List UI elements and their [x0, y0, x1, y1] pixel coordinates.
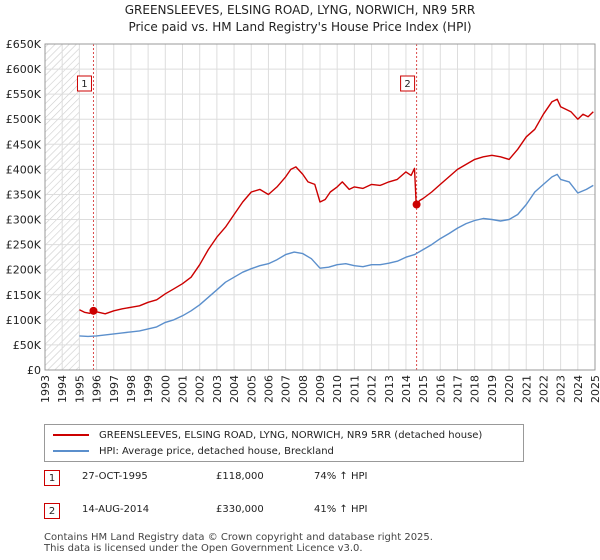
- y-tick-label: £550K: [6, 88, 42, 101]
- transaction-price: £118,000: [216, 471, 264, 482]
- x-tick-label: 2007: [280, 375, 293, 403]
- x-tick-label: 2010: [331, 375, 344, 403]
- chart-title-line-2: Price paid vs. HM Land Registry's House …: [128, 20, 472, 34]
- x-tick-label: 2008: [297, 375, 310, 403]
- x-tick-label: 1997: [108, 375, 121, 403]
- x-tick-label: 2023: [555, 375, 568, 403]
- transaction-marker-2: 2: [44, 503, 60, 519]
- legend-label-hpi: HPI: Average price, detached house, Brec…: [99, 446, 334, 457]
- footer: Contains HM Land Registry data © Crown c…: [44, 532, 433, 554]
- y-tick-label: £400K: [6, 163, 42, 176]
- x-tick-label: 2005: [245, 375, 258, 403]
- x-tick-label: 2013: [383, 375, 396, 403]
- x-tick-label: 2003: [211, 375, 224, 403]
- annotation-label-1: 1: [81, 79, 87, 90]
- x-tick-label: 1999: [142, 375, 155, 403]
- hpi-line: [79, 173, 594, 338]
- chart-title-line-1: GREENSLEEVES, ELSING ROAD, LYNG, NORWICH…: [124, 3, 476, 17]
- transaction-date: 27-OCT-1995: [82, 471, 148, 482]
- footer-licence: This data is licensed under the Open Gov…: [44, 543, 363, 554]
- transaction-marker-1: 1: [44, 470, 60, 486]
- y-tick-label: £450K: [6, 138, 42, 151]
- y-tick-label: £50K: [13, 339, 42, 352]
- x-tick-label: 2014: [400, 375, 413, 403]
- x-tick-label: 2001: [177, 375, 190, 403]
- x-tick-label: 2025: [589, 375, 600, 403]
- transaction-hpi-change: 74% ↑ HPI: [314, 471, 368, 482]
- y-tick-label: £100K: [6, 314, 42, 327]
- x-tick-label: 2019: [486, 375, 499, 403]
- table-row: 1 27-OCT-1995 £118,000 74% ↑ HPI: [44, 470, 464, 490]
- x-tick-label: 2002: [194, 375, 207, 403]
- annotation-box-1: [76, 75, 92, 92]
- x-tick-label: 1993: [39, 375, 52, 403]
- x-tick-label: 2022: [537, 375, 550, 403]
- x-tick-label: 2018: [469, 375, 482, 403]
- legend-item-hpi: HPI: Average price, detached house, Brec…: [53, 444, 334, 460]
- x-tick-label: 1998: [125, 375, 138, 403]
- x-tick-label: 2020: [503, 375, 516, 403]
- y-tick-label: £300K: [6, 214, 42, 227]
- x-tick-label: 2015: [417, 375, 430, 403]
- legend-label-property: GREENSLEEVES, ELSING ROAD, LYNG, NORWICH…: [99, 430, 483, 441]
- x-tick-label: 2016: [434, 375, 447, 403]
- x-tick-label: 2017: [452, 375, 465, 403]
- x-tick-label: 2006: [262, 375, 275, 403]
- x-tick-label: 1994: [56, 375, 69, 403]
- legend-swatch-property: [53, 434, 89, 436]
- sale-point-1: [89, 306, 98, 315]
- transaction-hpi-change: 41% ↑ HPI: [314, 504, 368, 515]
- legend-swatch-hpi: [53, 450, 89, 452]
- x-tick-label: 2024: [572, 375, 585, 403]
- y-tick-label: £0: [27, 364, 41, 377]
- x-tick-label: 2009: [314, 375, 327, 403]
- chart-title: GREENSLEEVES, ELSING ROAD, LYNG, NORWICH…: [0, 2, 600, 36]
- y-tick-label: £150K: [6, 289, 42, 302]
- transaction-date: 14-AUG-2014: [82, 504, 150, 515]
- footer-copyright: Contains HM Land Registry data © Crown c…: [44, 532, 433, 543]
- x-tick-label: 2011: [348, 375, 361, 403]
- annotation-box-2: [400, 75, 416, 92]
- y-tick-label: £500K: [6, 113, 42, 126]
- sale-point-2: [412, 200, 421, 209]
- x-tick-label: 2004: [228, 375, 241, 403]
- annotation-label-2: 2: [404, 79, 410, 90]
- legend-item-property: GREENSLEEVES, ELSING ROAD, LYNG, NORWICH…: [53, 428, 482, 444]
- plot-frame: [44, 43, 596, 371]
- table-row: 2 14-AUG-2014 £330,000 41% ↑ HPI: [44, 503, 464, 523]
- y-tick-label: £350K: [6, 188, 42, 201]
- y-tick-label: £600K: [6, 63, 42, 76]
- y-tick-label: £250K: [6, 239, 42, 252]
- legend: GREENSLEEVES, ELSING ROAD, LYNG, NORWICH…: [44, 424, 524, 462]
- x-tick-label: 1996: [91, 375, 104, 403]
- transaction-price: £330,000: [216, 504, 264, 515]
- x-tick-label: 2000: [159, 375, 172, 403]
- x-tick-label: 2021: [520, 375, 533, 403]
- y-tick-label: £650K: [6, 38, 42, 51]
- y-tick-label: £200K: [6, 264, 42, 277]
- property-price-line: [79, 98, 594, 315]
- x-tick-label: 1995: [73, 375, 86, 403]
- x-tick-label: 2012: [366, 375, 379, 403]
- chart-plot: £0 £50K £100K £150K £200K £250K £300K £350K £400…: [6, 38, 600, 403]
